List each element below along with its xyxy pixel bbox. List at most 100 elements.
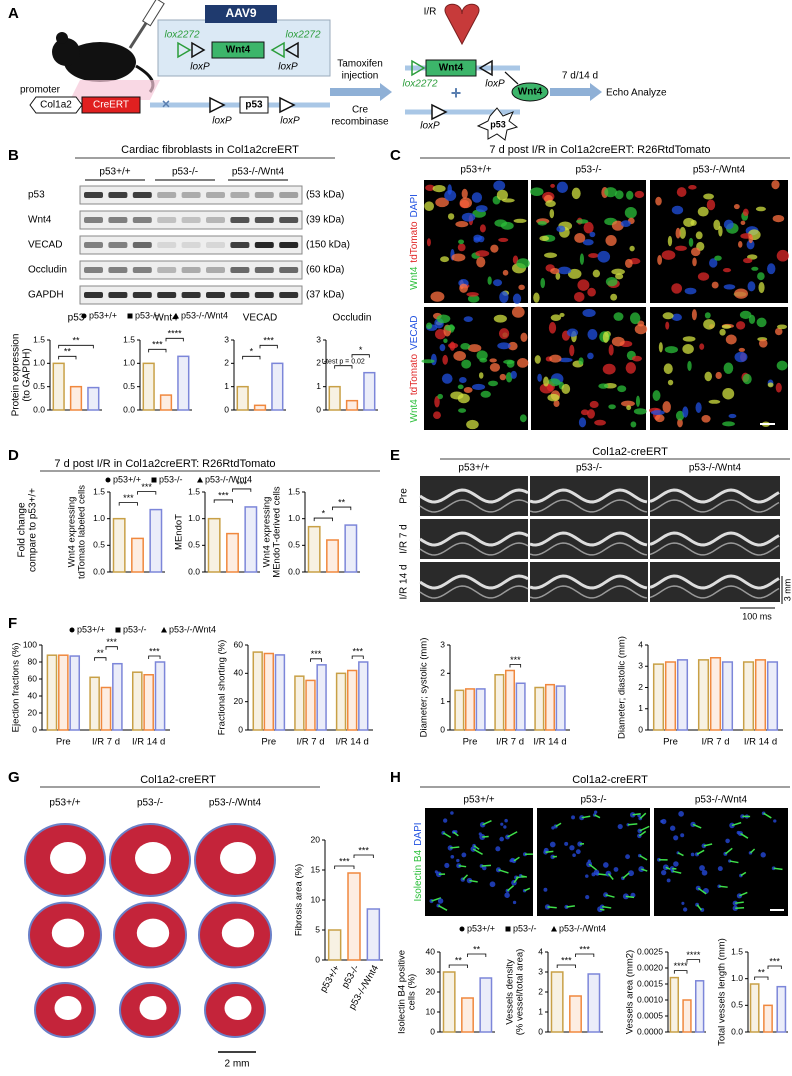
vessel <box>696 849 705 855</box>
y-tick-label: 30 <box>426 966 436 976</box>
decoration <box>478 59 493 77</box>
cell <box>610 293 618 301</box>
cell <box>517 358 529 368</box>
decoration <box>425 59 477 77</box>
blot-band <box>181 217 201 223</box>
nucleus <box>666 878 671 883</box>
scale-label: 3 mm <box>782 579 792 602</box>
cell <box>733 203 740 210</box>
bar <box>544 683 556 731</box>
legend-symbol <box>505 926 511 932</box>
y-axis-label: Vessels density <box>505 959 516 1025</box>
blot-band <box>181 242 201 248</box>
vessel <box>431 897 442 902</box>
cell <box>497 342 511 350</box>
echo-trace <box>419 531 529 547</box>
vessel <box>773 867 783 871</box>
cell <box>674 245 687 251</box>
y-tick-label: 0.5 <box>33 381 45 391</box>
decoration <box>279 96 296 114</box>
bar <box>328 385 341 411</box>
bar <box>252 651 263 731</box>
y-tick-label: 10 <box>311 894 321 904</box>
stain-name: Wnt4 <box>409 399 420 423</box>
echo-trace <box>419 574 529 590</box>
blot-band <box>230 292 250 298</box>
cell <box>518 284 525 290</box>
significance-bracket <box>754 976 769 980</box>
significance-bracket <box>94 657 107 661</box>
bar <box>143 674 154 731</box>
blot-size-label: (150 kDa) <box>306 240 350 251</box>
nucleus <box>466 877 473 884</box>
cell <box>459 376 467 384</box>
blot-band <box>181 192 201 198</box>
x-tick-label: I/R 7 d <box>702 737 730 748</box>
cell <box>510 370 517 379</box>
y-tick-label: 1.5 <box>123 334 135 344</box>
vessel <box>638 830 647 837</box>
cell <box>758 281 765 294</box>
cell <box>480 390 491 398</box>
heart-lumen <box>220 842 256 874</box>
cell <box>682 344 694 355</box>
significance-label: ** <box>97 648 105 658</box>
cell <box>755 206 766 212</box>
gene-label: Wnt4 <box>439 63 464 74</box>
cell <box>537 221 547 226</box>
cell <box>688 237 694 247</box>
bar <box>327 929 342 961</box>
bar <box>100 686 112 731</box>
vessel <box>588 863 598 871</box>
vessel <box>696 904 703 911</box>
vessel <box>719 885 728 888</box>
significance-label: * <box>359 345 363 355</box>
vessel <box>469 879 478 883</box>
nucleus <box>489 881 496 888</box>
legend-label: p53+/+ <box>89 310 117 320</box>
cell <box>703 319 716 330</box>
y-axis-label: (to GAPDH) <box>22 348 33 401</box>
legend-symbol <box>197 477 203 483</box>
nucleus <box>669 825 676 831</box>
cell <box>587 409 595 419</box>
treatment-label: Tamoxifen <box>337 59 383 70</box>
panel-title: 7 d post I/R in Col1a2creERT: R26RtdToma… <box>54 458 275 470</box>
significance-label: **** <box>674 961 689 971</box>
cell <box>772 215 785 223</box>
significance-label: **** <box>686 950 701 960</box>
bar <box>479 977 493 1033</box>
cell <box>697 272 710 281</box>
loxp-label: loxP <box>280 116 300 127</box>
bar <box>749 983 760 1033</box>
nucleus <box>673 861 679 867</box>
cell <box>776 360 788 371</box>
cell <box>478 372 484 379</box>
cell <box>476 350 488 361</box>
cell <box>547 393 560 402</box>
y-tick-label: 3 <box>224 334 229 344</box>
blot-band <box>254 292 274 298</box>
cell <box>657 255 663 265</box>
cell <box>556 225 566 233</box>
decoration <box>431 103 448 121</box>
cell <box>721 324 732 329</box>
cell <box>498 237 509 242</box>
cell <box>776 249 789 262</box>
cell <box>605 235 617 246</box>
cell <box>471 192 483 203</box>
column-label: p53+/+ <box>463 795 494 806</box>
vessel <box>462 874 469 881</box>
echo-trace <box>649 574 780 590</box>
y-tick-label: 0.0005 <box>637 1010 663 1020</box>
bar <box>335 672 347 731</box>
column-label: p53-/- <box>575 165 601 176</box>
y-tick-label: 20 <box>426 986 436 996</box>
blot-band <box>132 267 152 273</box>
legend-symbol <box>173 313 179 319</box>
blot-band <box>108 292 128 298</box>
legend-label: p53-/- <box>135 310 159 320</box>
bar <box>112 662 123 731</box>
nucleus <box>732 900 738 906</box>
decoration <box>239 96 269 114</box>
